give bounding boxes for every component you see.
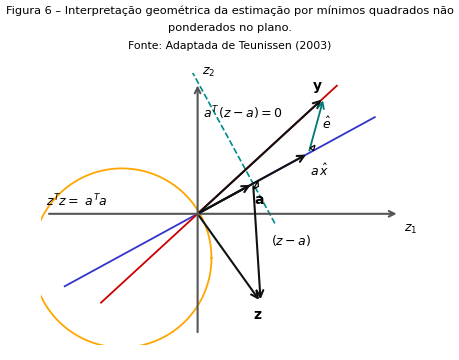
Text: $(z - a)$: $(z - a)$ bbox=[271, 233, 311, 248]
Text: $\mathbf{z}$: $\mathbf{z}$ bbox=[253, 309, 263, 323]
Text: $z_1$: $z_1$ bbox=[404, 222, 418, 236]
Text: $\hat{e}$: $\hat{e}$ bbox=[322, 116, 331, 132]
Text: $a\,\hat{x}$: $a\,\hat{x}$ bbox=[310, 163, 329, 179]
Text: $\mathbf{a}$: $\mathbf{a}$ bbox=[254, 193, 265, 207]
Text: $z_2$: $z_2$ bbox=[202, 66, 215, 79]
Text: $\mathbf{y}$: $\mathbf{y}$ bbox=[313, 80, 323, 95]
Text: $z^Tz = \ a^Ta$: $z^Tz = \ a^Ta$ bbox=[46, 193, 108, 210]
Text: $a^T\,(z - a) = 0$: $a^T\,(z - a) = 0$ bbox=[203, 104, 282, 122]
Text: Figura 6 – Interpretação geométrica da estimação por mínimos quadrados não: Figura 6 – Interpretação geométrica da e… bbox=[6, 5, 453, 16]
Text: Fonte: Adaptada de Teunissen (2003): Fonte: Adaptada de Teunissen (2003) bbox=[128, 41, 331, 51]
Text: ponderados no plano.: ponderados no plano. bbox=[168, 23, 291, 33]
